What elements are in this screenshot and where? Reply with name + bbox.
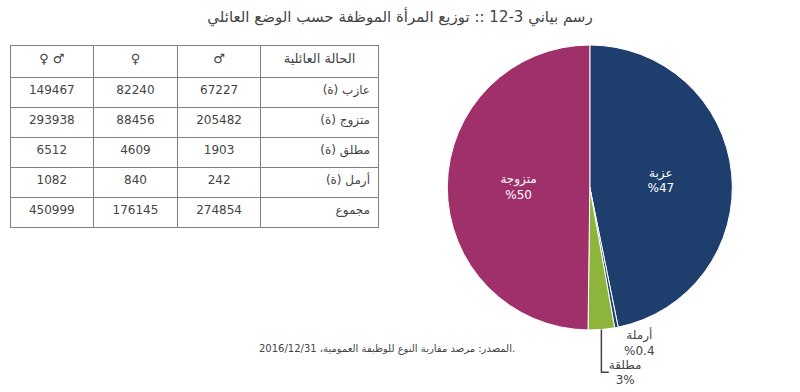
svg-text:4609: 4609: [120, 143, 151, 157]
svg-text:عازب (ة): عازب (ة): [323, 83, 370, 98]
svg-text:متزوجة%50: متزوجة%50: [500, 172, 536, 202]
svg-text:♀ ♂: ♀ ♂: [39, 51, 64, 66]
svg-text:840: 840: [124, 173, 147, 187]
svg-text:293938: 293938: [29, 113, 75, 127]
svg-text:6512: 6512: [37, 143, 68, 157]
svg-text:88456: 88456: [116, 113, 154, 127]
svg-text:مطلق (ة): مطلق (ة): [320, 143, 370, 158]
svg-text:274854: 274854: [196, 203, 242, 217]
svg-text:♂: ♂: [213, 51, 225, 66]
svg-text:242: 242: [208, 173, 231, 187]
svg-text:67227: 67227: [200, 83, 238, 97]
svg-text:رسم بياني 3-12 :: توزيع المرأة: رسم بياني 3-12 :: توزيع المرأة الموظفة ح…: [207, 7, 592, 27]
svg-text:عزبة%47: عزبة%47: [648, 166, 675, 196]
svg-text:149467: 149467: [29, 83, 75, 97]
svg-text:176145: 176145: [113, 203, 159, 217]
svg-text:82240: 82240: [116, 83, 154, 97]
svg-text:♀: ♀: [131, 51, 141, 66]
svg-text:أرمل (ة): أرمل (ة): [326, 172, 370, 188]
svg-text:متزوج (ة): متزوج (ة): [320, 113, 370, 128]
svg-text:المصدر: مرصد مقاربة النوع للوظ: المصدر: مرصد مقاربة النوع للوظيفة العموم…: [259, 343, 515, 355]
svg-text:الحالة العائلية: الحالة العائلية: [284, 51, 356, 66]
svg-text:1903: 1903: [204, 143, 235, 157]
svg-text:مجموع: مجموع: [336, 203, 370, 218]
svg-text:مطلقة3%: مطلقة3%: [609, 358, 642, 388]
svg-text:1082: 1082: [37, 173, 68, 187]
svg-text:205482: 205482: [196, 113, 242, 127]
svg-text:أرملة%0.4: أرملة%0.4: [624, 327, 655, 358]
svg-text:450999: 450999: [29, 203, 75, 217]
